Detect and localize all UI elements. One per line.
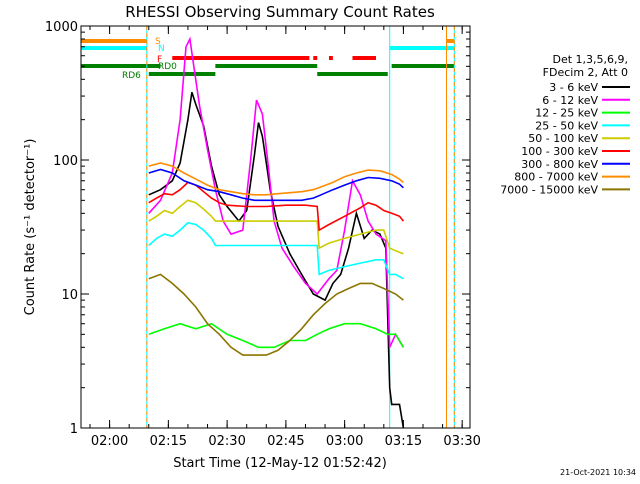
legend-label: 12 - 25 keV xyxy=(535,107,598,120)
y-tick-label: 10 xyxy=(61,288,78,303)
legend-label: 100 - 300 keV xyxy=(521,145,598,158)
series-line xyxy=(148,273,404,356)
legend-label: 7000 - 15000 keV xyxy=(500,183,598,196)
y-tick-label: 100 xyxy=(53,154,78,169)
flag-bar-rd0 xyxy=(81,64,161,68)
legend-label: 3 - 6 keV xyxy=(549,81,598,94)
flag-label-f: F xyxy=(157,55,162,65)
flag-bar-n xyxy=(81,46,147,50)
timestamp: 21-Oct-2021 10:34 xyxy=(560,468,636,477)
x-tick-label: 03:30 xyxy=(443,434,480,449)
legend-label: 25 - 50 keV xyxy=(535,119,598,132)
series-line xyxy=(148,221,404,280)
x-tick-label: 02:30 xyxy=(208,434,245,449)
legend-header: Det 1,3,5,6,9, xyxy=(552,53,628,66)
plot-frame xyxy=(80,25,471,429)
x-tick-label: 02:15 xyxy=(150,434,187,449)
y-tick-label: 1000 xyxy=(45,20,78,35)
flag-bar-s xyxy=(81,39,147,43)
series-line xyxy=(148,92,405,429)
series-layer xyxy=(148,36,405,429)
legend-header: FDecim 2, Att 0 xyxy=(543,66,628,79)
flag-label-s: S xyxy=(155,37,161,47)
flag-label-n: N xyxy=(158,44,165,54)
series-line xyxy=(148,168,404,202)
series-line xyxy=(148,181,405,232)
flag-bar-rd0 xyxy=(391,64,455,68)
chart-title: RHESSI Observing Summary Count Rates xyxy=(125,3,435,21)
flag-bar-f xyxy=(328,56,333,60)
x-tick-label: 03:15 xyxy=(385,434,422,449)
flag-bar-f xyxy=(352,56,376,60)
flag-bar-rd6 xyxy=(148,72,216,76)
legend-label: 6 - 12 keV xyxy=(542,94,598,107)
legend: Det 1,3,5,6,9,FDecim 2, Att 0 3 - 6 keV6 … xyxy=(500,53,630,196)
flag-bar-rd0 xyxy=(215,64,318,68)
flag-label-rd6: RD6 xyxy=(122,71,141,81)
flag-bar-s xyxy=(446,39,455,43)
axes-layer: 02:00 02:15 02:30 02:45 03:00 03:15 03:30 1 10 10… xyxy=(45,20,481,449)
y-axis-label: Count Rate (s⁻¹ detector⁻¹) xyxy=(23,139,38,316)
flag-bar-f xyxy=(313,56,318,60)
x-tick-label: 02:45 xyxy=(267,434,304,449)
series-line xyxy=(148,199,404,255)
x-axis-label: Start Time (12-May-12 01:52:42) xyxy=(173,456,387,471)
flag-label-rd0: RD0 xyxy=(158,62,177,72)
flag-bar-n xyxy=(389,46,455,50)
series-line xyxy=(148,162,404,196)
x-tick-label: 03:00 xyxy=(326,434,363,449)
legend-label: 800 - 7000 keV xyxy=(514,171,598,184)
legend-label: 300 - 800 keV xyxy=(521,158,598,171)
legend-label: 50 - 100 keV xyxy=(528,132,598,145)
flag-bar-f xyxy=(172,56,310,60)
x-tick-label: 02:00 xyxy=(91,434,128,449)
flag-bar-rd6 xyxy=(317,72,388,76)
y-tick-label: 1 xyxy=(70,422,78,437)
series-line xyxy=(148,36,405,348)
